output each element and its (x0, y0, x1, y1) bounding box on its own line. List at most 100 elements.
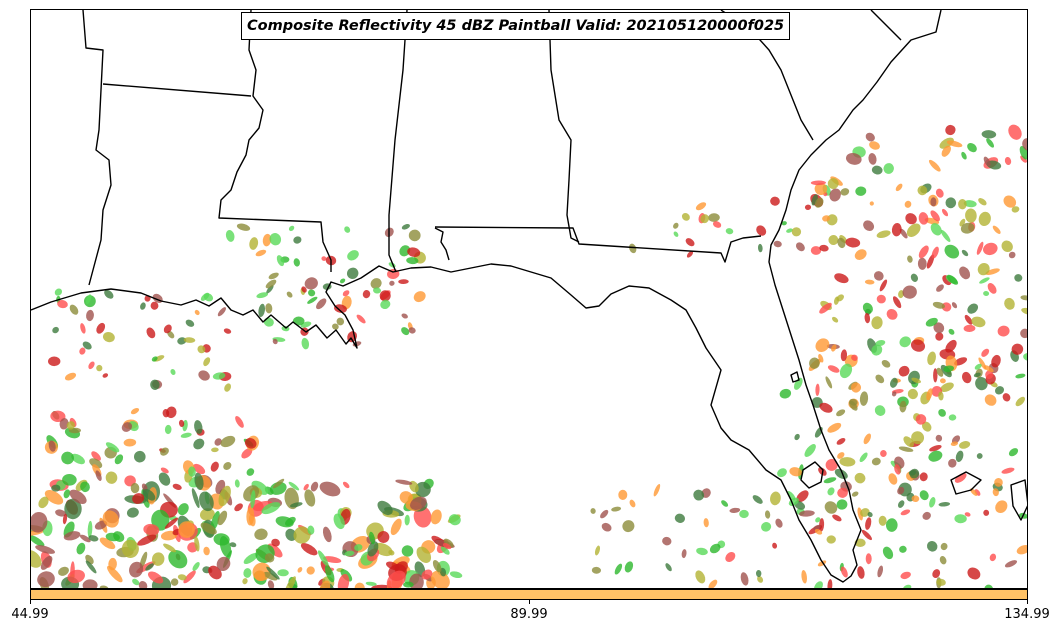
reflectivity-blob (673, 222, 679, 229)
reflectivity-blob (755, 570, 762, 577)
reflectivity-blob (756, 225, 767, 236)
reflectivity-blob (662, 536, 672, 546)
reflectivity-blob (773, 240, 782, 248)
reflectivity-blob (851, 354, 858, 361)
reflectivity-blob (48, 440, 56, 452)
reflectivity-blob (832, 316, 839, 323)
reflectivity-blob (879, 279, 888, 292)
reflectivity-blob (129, 561, 144, 578)
reflectivity-blob (940, 542, 948, 551)
reflectivity-blob (840, 566, 848, 578)
reflectivity-blob (869, 141, 880, 150)
reflectivity-blob (946, 140, 963, 148)
reflectivity-blob (855, 186, 867, 196)
reflectivity-blob (324, 565, 335, 583)
reflectivity-blob (269, 481, 287, 495)
reflectivity-blob (995, 500, 1008, 514)
reflectivity-blob (249, 237, 259, 250)
reflectivity-blob (938, 502, 951, 507)
reflectivity-blob (269, 233, 282, 246)
reflectivity-blob (123, 438, 137, 447)
reflectivity-blob (930, 197, 937, 207)
reflectivity-blob (817, 560, 827, 567)
reflectivity-blob (880, 450, 887, 457)
reflectivity-blob (827, 422, 842, 433)
reflectivity-blob (203, 546, 210, 556)
reflectivity-blob (307, 296, 318, 304)
reflectivity-blob (1011, 206, 1020, 213)
reflectivity-blob (413, 291, 426, 303)
reflectivity-blob (814, 182, 828, 196)
reflectivity-blob (770, 196, 780, 206)
reflectivity-blob (272, 338, 278, 345)
reflectivity-blob (951, 302, 958, 309)
reflectivity-blob (31, 550, 42, 568)
reflectivity-blob (373, 287, 381, 294)
reflectivity-blob (898, 365, 910, 377)
colorbar-tick (30, 600, 31, 604)
reflectivity-blob (708, 579, 718, 588)
reflectivity-blob (290, 502, 303, 508)
reflectivity-blob (933, 368, 938, 383)
border-la-ms-river (218, 10, 332, 272)
reflectivity-blob (44, 489, 64, 505)
reflectivity-blob (356, 314, 366, 324)
reflectivity-blob (899, 336, 911, 348)
reflectivity-blob (931, 246, 939, 259)
reflectivity-blob (178, 521, 195, 538)
reflectivity-blob (217, 510, 228, 526)
reflectivity-blob (836, 499, 848, 510)
reflectivity-blob (757, 576, 764, 583)
reflectivity-blob (62, 513, 68, 525)
reflectivity-blob (875, 340, 886, 347)
reflectivity-blob (87, 520, 93, 538)
reflectivity-blob (105, 442, 120, 453)
reflectivity-blob (220, 435, 236, 448)
reflectivity-blob (681, 213, 690, 221)
reflectivity-blob (791, 227, 802, 237)
reflectivity-blob (321, 256, 327, 261)
reflectivity-blob (318, 580, 331, 588)
reflectivity-blob (310, 481, 319, 492)
reflectivity-blob (938, 409, 946, 417)
colorbar-tick (1027, 600, 1028, 604)
reflectivity-blob (323, 556, 342, 564)
reflectivity-blob (121, 422, 133, 432)
reflectivity-blob (1002, 393, 1011, 402)
reflectivity-blob (985, 370, 994, 379)
reflectivity-blob (764, 510, 771, 519)
reflectivity-blob (840, 349, 848, 362)
bahamas-island-2 (1010, 479, 1027, 521)
reflectivity-blob (890, 377, 898, 388)
reflectivity-blob (301, 337, 310, 350)
reflectivity-blob (857, 566, 865, 579)
reflectivity-blob (262, 233, 272, 247)
reflectivity-blob (944, 244, 960, 259)
reflectivity-blob (102, 332, 115, 343)
reflectivity-blob (837, 452, 845, 459)
reflectivity-blob (284, 576, 296, 588)
reflectivity-blob (917, 185, 928, 196)
reflectivity-blob (881, 359, 891, 368)
reflectivity-blob (804, 204, 812, 211)
reflectivity-blob (618, 489, 628, 501)
border-nc-sc (870, 10, 902, 41)
reflectivity-blob (48, 356, 61, 367)
reflectivity-blob (757, 243, 763, 253)
reflectivity-blob (432, 560, 442, 573)
reflectivity-blob (865, 553, 872, 565)
reflectivity-blob (293, 526, 311, 544)
reflectivity-blob (981, 348, 990, 357)
reflectivity-blob (874, 405, 886, 416)
reflectivity-blob (170, 578, 179, 586)
reflectivity-blob (51, 484, 61, 492)
reflectivity-blob (836, 294, 844, 302)
reflectivity-blob (986, 138, 995, 148)
reflectivity-blob (251, 480, 269, 495)
reflectivity-blob (971, 316, 986, 328)
reflectivity-blob (303, 483, 309, 491)
reflectivity-blob (898, 446, 914, 452)
reflectivity-blob (725, 228, 734, 235)
reflectivity-blob (871, 316, 883, 330)
reflectivity-blob (983, 365, 994, 373)
